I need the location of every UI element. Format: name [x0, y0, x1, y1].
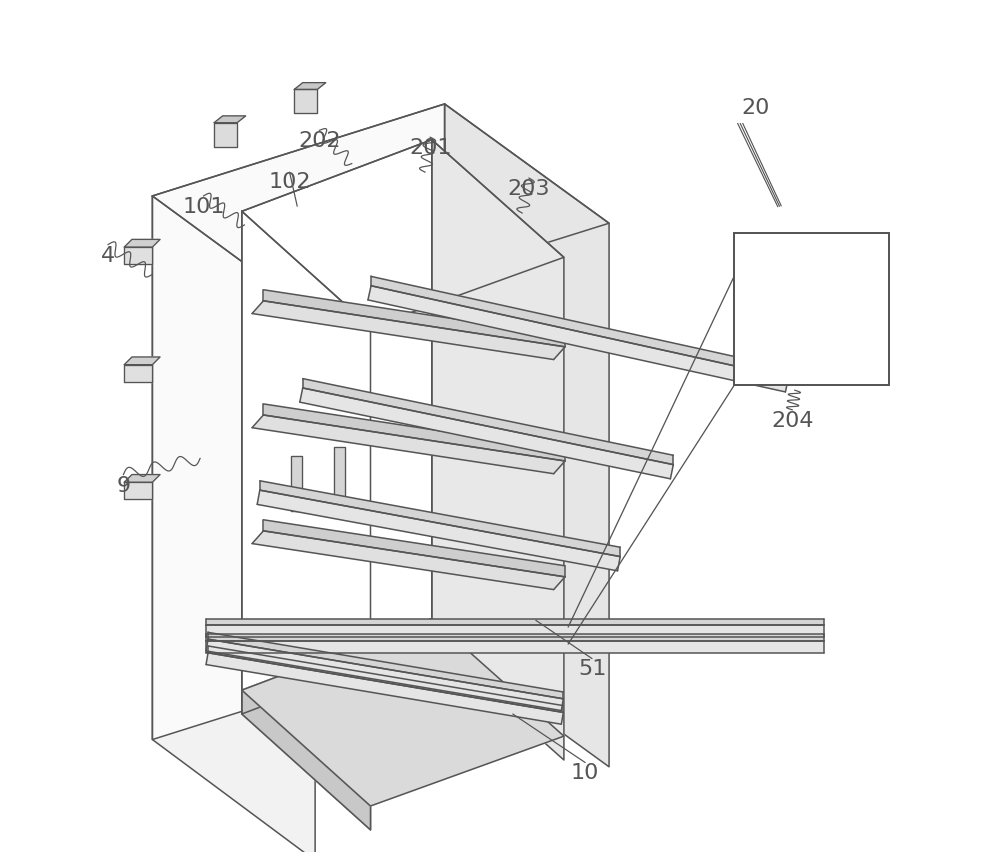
Polygon shape	[242, 619, 564, 806]
Polygon shape	[252, 301, 565, 360]
Polygon shape	[294, 83, 326, 89]
Polygon shape	[124, 365, 152, 382]
Polygon shape	[206, 634, 824, 641]
Polygon shape	[242, 690, 370, 830]
Polygon shape	[294, 89, 317, 113]
Polygon shape	[124, 357, 160, 365]
Polygon shape	[152, 104, 609, 315]
Polygon shape	[263, 520, 565, 577]
Text: 4: 4	[101, 245, 115, 266]
Polygon shape	[263, 404, 565, 461]
Polygon shape	[260, 481, 620, 556]
Text: 101: 101	[182, 197, 225, 217]
Text: 204: 204	[771, 411, 813, 431]
Polygon shape	[252, 415, 565, 474]
Polygon shape	[124, 239, 160, 247]
Polygon shape	[152, 104, 445, 740]
Polygon shape	[152, 196, 315, 852]
Polygon shape	[242, 619, 432, 714]
Polygon shape	[206, 639, 563, 711]
Polygon shape	[300, 388, 673, 479]
Polygon shape	[432, 140, 564, 760]
Polygon shape	[214, 123, 237, 147]
Polygon shape	[263, 290, 565, 347]
Polygon shape	[208, 632, 563, 699]
Polygon shape	[206, 619, 824, 625]
Polygon shape	[242, 140, 432, 714]
Polygon shape	[334, 447, 345, 503]
Text: 51: 51	[578, 659, 606, 679]
Text: 9: 9	[116, 475, 130, 496]
Text: 201: 201	[409, 138, 451, 158]
Polygon shape	[124, 247, 152, 264]
Polygon shape	[208, 646, 563, 712]
Text: 202: 202	[298, 131, 341, 152]
Polygon shape	[371, 276, 789, 377]
Polygon shape	[206, 641, 824, 653]
Polygon shape	[206, 653, 563, 724]
Polygon shape	[291, 456, 302, 511]
Polygon shape	[206, 625, 824, 637]
Text: 102: 102	[268, 172, 311, 193]
Polygon shape	[214, 116, 246, 123]
Polygon shape	[124, 475, 160, 482]
Polygon shape	[257, 490, 620, 571]
Polygon shape	[303, 378, 673, 464]
Polygon shape	[368, 285, 789, 392]
Polygon shape	[445, 104, 609, 767]
Text: 203: 203	[508, 179, 550, 199]
Polygon shape	[124, 482, 152, 499]
Polygon shape	[242, 140, 564, 327]
Polygon shape	[252, 531, 565, 590]
Bar	[734, 233, 889, 385]
Text: 20: 20	[741, 98, 770, 118]
Polygon shape	[242, 211, 370, 830]
Text: 10: 10	[571, 763, 599, 783]
